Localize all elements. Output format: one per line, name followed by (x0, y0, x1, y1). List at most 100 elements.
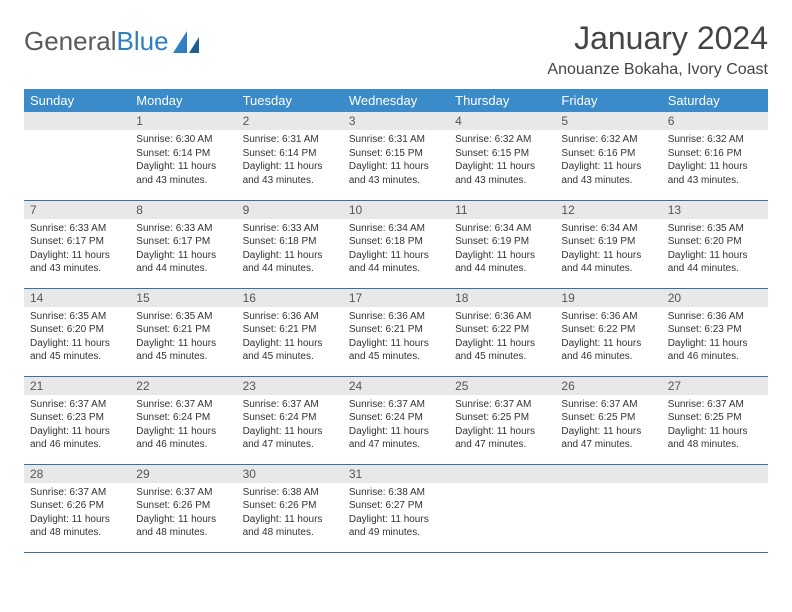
calendar-week-row: 28Sunrise: 6:37 AMSunset: 6:26 PMDayligh… (24, 464, 768, 552)
calendar-cell: 5Sunrise: 6:32 AMSunset: 6:16 PMDaylight… (555, 112, 661, 200)
day-number (555, 465, 661, 483)
day-details (555, 483, 661, 492)
weekday-header: Wednesday (343, 89, 449, 112)
daylight-text: Daylight: 11 hours and 48 minutes. (243, 513, 337, 540)
sunset-text: Sunset: 6:23 PM (668, 323, 762, 337)
calendar-cell: 6Sunrise: 6:32 AMSunset: 6:16 PMDaylight… (662, 112, 768, 200)
day-number: 14 (24, 289, 130, 307)
day-number: 15 (130, 289, 236, 307)
daylight-text: Daylight: 11 hours and 43 minutes. (243, 160, 337, 187)
day-number: 1 (130, 112, 236, 130)
day-number: 13 (662, 201, 768, 219)
sunset-text: Sunset: 6:17 PM (30, 235, 124, 249)
daylight-text: Daylight: 11 hours and 45 minutes. (349, 337, 443, 364)
calendar-cell: 1Sunrise: 6:30 AMSunset: 6:14 PMDaylight… (130, 112, 236, 200)
day-details: Sunrise: 6:31 AMSunset: 6:15 PMDaylight:… (343, 130, 449, 193)
daylight-text: Daylight: 11 hours and 49 minutes. (349, 513, 443, 540)
calendar-week-row: 21Sunrise: 6:37 AMSunset: 6:23 PMDayligh… (24, 376, 768, 464)
daylight-text: Daylight: 11 hours and 46 minutes. (668, 337, 762, 364)
day-details: Sunrise: 6:36 AMSunset: 6:21 PMDaylight:… (343, 307, 449, 370)
day-details: Sunrise: 6:30 AMSunset: 6:14 PMDaylight:… (130, 130, 236, 193)
day-details: Sunrise: 6:36 AMSunset: 6:21 PMDaylight:… (237, 307, 343, 370)
sunset-text: Sunset: 6:24 PM (136, 411, 230, 425)
day-number: 17 (343, 289, 449, 307)
daylight-text: Daylight: 11 hours and 46 minutes. (30, 425, 124, 452)
sunset-text: Sunset: 6:25 PM (455, 411, 549, 425)
sunrise-text: Sunrise: 6:30 AM (136, 133, 230, 147)
day-details: Sunrise: 6:36 AMSunset: 6:22 PMDaylight:… (449, 307, 555, 370)
calendar-cell: 30Sunrise: 6:38 AMSunset: 6:26 PMDayligh… (237, 464, 343, 552)
sunset-text: Sunset: 6:26 PM (136, 499, 230, 513)
day-number (449, 465, 555, 483)
calendar-cell: 15Sunrise: 6:35 AMSunset: 6:21 PMDayligh… (130, 288, 236, 376)
weekday-header: Monday (130, 89, 236, 112)
sunrise-text: Sunrise: 6:33 AM (243, 222, 337, 236)
day-details: Sunrise: 6:35 AMSunset: 6:20 PMDaylight:… (662, 219, 768, 282)
day-details: Sunrise: 6:33 AMSunset: 6:17 PMDaylight:… (130, 219, 236, 282)
day-details: Sunrise: 6:37 AMSunset: 6:23 PMDaylight:… (24, 395, 130, 458)
daylight-text: Daylight: 11 hours and 43 minutes. (455, 160, 549, 187)
calendar-cell: 19Sunrise: 6:36 AMSunset: 6:22 PMDayligh… (555, 288, 661, 376)
sunrise-text: Sunrise: 6:31 AM (349, 133, 443, 147)
daylight-text: Daylight: 11 hours and 43 minutes. (668, 160, 762, 187)
day-number: 23 (237, 377, 343, 395)
daylight-text: Daylight: 11 hours and 45 minutes. (455, 337, 549, 364)
daylight-text: Daylight: 11 hours and 44 minutes. (136, 249, 230, 276)
calendar-cell: 20Sunrise: 6:36 AMSunset: 6:23 PMDayligh… (662, 288, 768, 376)
sunrise-text: Sunrise: 6:33 AM (136, 222, 230, 236)
calendar-cell: 27Sunrise: 6:37 AMSunset: 6:25 PMDayligh… (662, 376, 768, 464)
sunrise-text: Sunrise: 6:38 AM (349, 486, 443, 500)
day-details: Sunrise: 6:37 AMSunset: 6:26 PMDaylight:… (130, 483, 236, 546)
calendar-cell: 7Sunrise: 6:33 AMSunset: 6:17 PMDaylight… (24, 200, 130, 288)
day-number: 28 (24, 465, 130, 483)
day-details: Sunrise: 6:37 AMSunset: 6:25 PMDaylight:… (449, 395, 555, 458)
calendar-cell: 4Sunrise: 6:32 AMSunset: 6:15 PMDaylight… (449, 112, 555, 200)
calendar-cell: 22Sunrise: 6:37 AMSunset: 6:24 PMDayligh… (130, 376, 236, 464)
sunrise-text: Sunrise: 6:36 AM (455, 310, 549, 324)
calendar-cell: 8Sunrise: 6:33 AMSunset: 6:17 PMDaylight… (130, 200, 236, 288)
sunset-text: Sunset: 6:21 PM (136, 323, 230, 337)
daylight-text: Daylight: 11 hours and 44 minutes. (349, 249, 443, 276)
sunrise-text: Sunrise: 6:37 AM (455, 398, 549, 412)
sunset-text: Sunset: 6:26 PM (243, 499, 337, 513)
sunrise-text: Sunrise: 6:37 AM (668, 398, 762, 412)
calendar-cell: 10Sunrise: 6:34 AMSunset: 6:18 PMDayligh… (343, 200, 449, 288)
calendar-cell: 14Sunrise: 6:35 AMSunset: 6:20 PMDayligh… (24, 288, 130, 376)
daylight-text: Daylight: 11 hours and 46 minutes. (136, 425, 230, 452)
weekday-header: Thursday (449, 89, 555, 112)
sail-icon (173, 31, 199, 53)
day-details: Sunrise: 6:36 AMSunset: 6:22 PMDaylight:… (555, 307, 661, 370)
title-block: January 2024 Anouanze Bokaha, Ivory Coas… (547, 20, 768, 79)
sunrise-text: Sunrise: 6:36 AM (668, 310, 762, 324)
daylight-text: Daylight: 11 hours and 43 minutes. (561, 160, 655, 187)
day-details: Sunrise: 6:34 AMSunset: 6:19 PMDaylight:… (449, 219, 555, 282)
month-title: January 2024 (547, 20, 768, 57)
day-details: Sunrise: 6:37 AMSunset: 6:25 PMDaylight:… (662, 395, 768, 458)
weekday-header: Tuesday (237, 89, 343, 112)
sunset-text: Sunset: 6:23 PM (30, 411, 124, 425)
sunset-text: Sunset: 6:27 PM (349, 499, 443, 513)
calendar-cell (24, 112, 130, 200)
sunset-text: Sunset: 6:18 PM (349, 235, 443, 249)
sunrise-text: Sunrise: 6:31 AM (243, 133, 337, 147)
day-number: 7 (24, 201, 130, 219)
calendar-week-row: 1Sunrise: 6:30 AMSunset: 6:14 PMDaylight… (24, 112, 768, 200)
sunset-text: Sunset: 6:22 PM (561, 323, 655, 337)
day-details: Sunrise: 6:38 AMSunset: 6:27 PMDaylight:… (343, 483, 449, 546)
sunset-text: Sunset: 6:17 PM (136, 235, 230, 249)
sunset-text: Sunset: 6:25 PM (561, 411, 655, 425)
daylight-text: Daylight: 11 hours and 48 minutes. (136, 513, 230, 540)
sunrise-text: Sunrise: 6:32 AM (455, 133, 549, 147)
day-number (662, 465, 768, 483)
day-number: 30 (237, 465, 343, 483)
calendar-cell (662, 464, 768, 552)
sunset-text: Sunset: 6:22 PM (455, 323, 549, 337)
calendar-cell: 18Sunrise: 6:36 AMSunset: 6:22 PMDayligh… (449, 288, 555, 376)
brand-logo: GeneralBlue (24, 20, 199, 57)
calendar-cell: 21Sunrise: 6:37 AMSunset: 6:23 PMDayligh… (24, 376, 130, 464)
daylight-text: Daylight: 11 hours and 44 minutes. (455, 249, 549, 276)
weekday-header: Sunday (24, 89, 130, 112)
day-details: Sunrise: 6:35 AMSunset: 6:21 PMDaylight:… (130, 307, 236, 370)
sunrise-text: Sunrise: 6:37 AM (349, 398, 443, 412)
day-details: Sunrise: 6:36 AMSunset: 6:23 PMDaylight:… (662, 307, 768, 370)
